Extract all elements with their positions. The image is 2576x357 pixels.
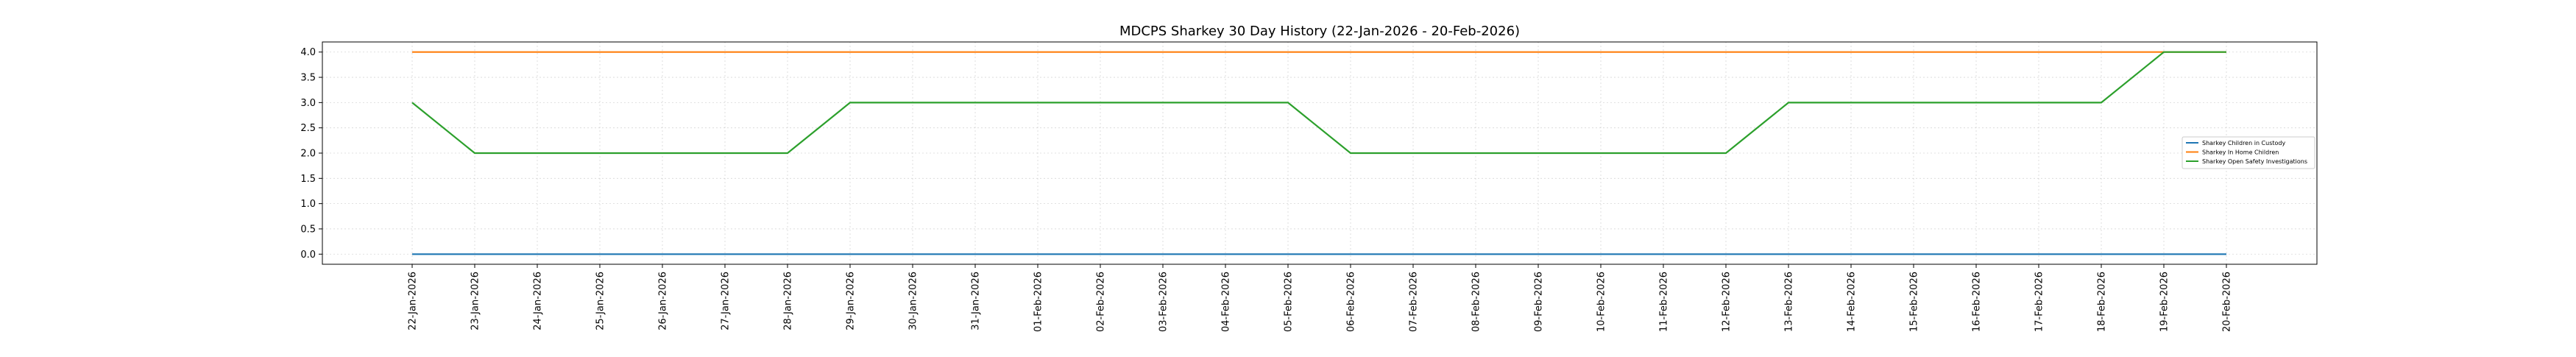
x-tick-label: 27-Jan-2026	[721, 272, 732, 331]
x-tick-label: 26-Jan-2026	[658, 272, 669, 331]
x-tick-label: 08-Feb-2026	[1471, 272, 1482, 332]
y-tick-label: 1.0	[300, 199, 316, 210]
x-tick-label: 09-Feb-2026	[1534, 272, 1545, 332]
x-tick-label: 15-Feb-2026	[1909, 272, 1920, 332]
legend-label: Sharkey Open Safety Investigations	[2202, 158, 2307, 165]
y-tick-label: 4.0	[300, 47, 316, 58]
legend: Sharkey Children in Custody Sharkey In Ho…	[2182, 136, 2315, 169]
y-tick-label: 0.5	[300, 224, 316, 235]
x-tick-label: 23-Jan-2026	[470, 272, 481, 331]
legend-box	[2182, 136, 2315, 169]
x-tick-label: 01-Feb-2026	[1033, 272, 1044, 332]
x-tick-label: 30-Jan-2026	[908, 272, 919, 331]
x-tick-label: 31-Jan-2026	[971, 272, 982, 331]
y-tick-label: 2.5	[300, 123, 316, 134]
x-tick-label: 17-Feb-2026	[2034, 272, 2045, 332]
axes: 0.0 0.5 1.0 1.5 2.0 2.5 3.0 3.5 4.0 22-Jan-2026 23…	[300, 41, 2318, 332]
x-tick-label: 03-Feb-2026	[1158, 272, 1170, 332]
x-tick-label: 07-Feb-2026	[1409, 272, 1420, 332]
x-tick-label: 24-Jan-2026	[533, 272, 544, 331]
legend-label: Sharkey In Home Children	[2202, 149, 2279, 156]
x-tick-label: 19-Feb-2026	[2159, 272, 2170, 332]
chart-title: MDCPS Sharkey 30 Day History (22-Jan-202…	[1119, 24, 1520, 39]
x-tick-label: 12-Feb-2026	[1722, 272, 1733, 332]
x-tick-label: 04-Feb-2026	[1221, 272, 1232, 332]
x-tick-label: 14-Feb-2026	[1847, 272, 1858, 332]
x-tick-label: 16-Feb-2026	[1972, 272, 1983, 332]
x-tick-label: 02-Feb-2026	[1096, 272, 1107, 332]
x-tick-label: 11-Feb-2026	[1659, 272, 1670, 332]
y-tick-label: 1.5	[300, 174, 316, 185]
x-tick-label: 20-Feb-2026	[2222, 272, 2233, 332]
series-lines	[411, 51, 2226, 255]
series-line-2	[411, 51, 2226, 155]
y-tick-label: 3.0	[300, 98, 316, 109]
x-tick-label: 05-Feb-2026	[1284, 272, 1295, 332]
x-tick-label: 29-Jan-2026	[846, 272, 857, 331]
y-tick-label: 0.0	[300, 250, 316, 261]
x-tick-label: 18-Feb-2026	[2097, 272, 2108, 332]
y-tick-label: 3.5	[300, 73, 316, 84]
y-tick-label: 2.0	[300, 149, 316, 160]
x-tick-label: 10-Feb-2026	[1596, 272, 1607, 332]
x-tick-label: 22-Jan-2026	[408, 272, 419, 331]
legend-label: Sharkey Children in Custody	[2202, 140, 2285, 146]
x-tick-label: 28-Jan-2026	[783, 272, 794, 331]
x-tick-label: 06-Feb-2026	[1346, 272, 1357, 332]
x-tick-label: 25-Jan-2026	[595, 272, 606, 331]
x-tick-label: 13-Feb-2026	[1784, 272, 1795, 332]
